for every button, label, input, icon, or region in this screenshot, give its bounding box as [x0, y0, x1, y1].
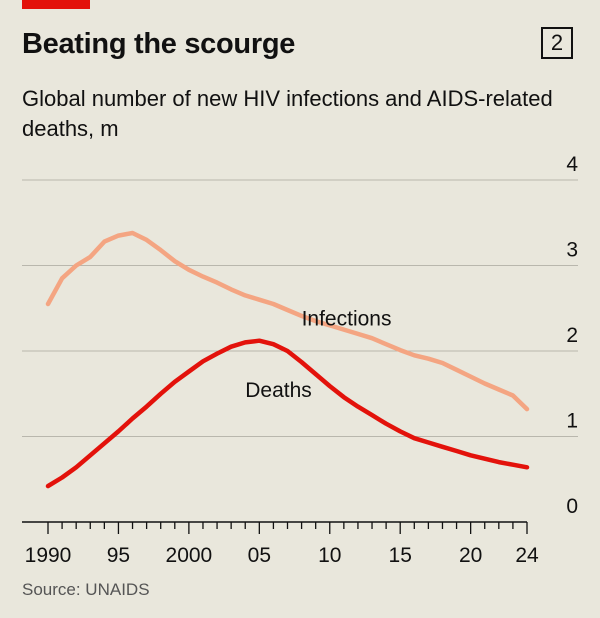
chart-number-badge: 2 [541, 27, 573, 59]
y-tick-labels: 0 1 2 3 4 [566, 153, 578, 518]
x-tick-label-1990: 1990 [25, 544, 72, 567]
accent-bar [22, 0, 90, 9]
y-tick-label-0: 0 [566, 495, 578, 518]
x-tick-label-2015: 15 [389, 544, 412, 567]
series-label-deaths: Deaths [245, 379, 312, 402]
y-tick-label-3: 3 [566, 239, 578, 262]
y-tick-label-4: 4 [566, 153, 578, 176]
chart-title: Beating the scourge [22, 28, 296, 60]
x-tick-label-2005: 05 [248, 544, 271, 567]
x-tick-label-2000: 2000 [166, 544, 213, 567]
source-note: Source: UNAIDS [22, 580, 150, 599]
x-tick-label-2024: 24 [515, 544, 539, 567]
series-line-deaths [45, 338, 530, 489]
series-labels: Infections Deaths [245, 307, 391, 402]
series-label-infections: Infections [302, 307, 392, 330]
series-line-infections [45, 230, 530, 412]
chart-subtitle: Global number of new HIV infections and … [22, 86, 553, 141]
x-tick-label-2010: 10 [318, 544, 341, 567]
x-axis: 1990 95 2000 05 10 15 20 24 [22, 521, 539, 567]
x-tick-label-2020: 20 [459, 544, 482, 567]
y-tick-label-2: 2 [566, 324, 578, 347]
y-tick-label-1: 1 [566, 410, 578, 433]
series-lines [45, 230, 530, 489]
x-tick-label-1995: 95 [107, 544, 130, 567]
